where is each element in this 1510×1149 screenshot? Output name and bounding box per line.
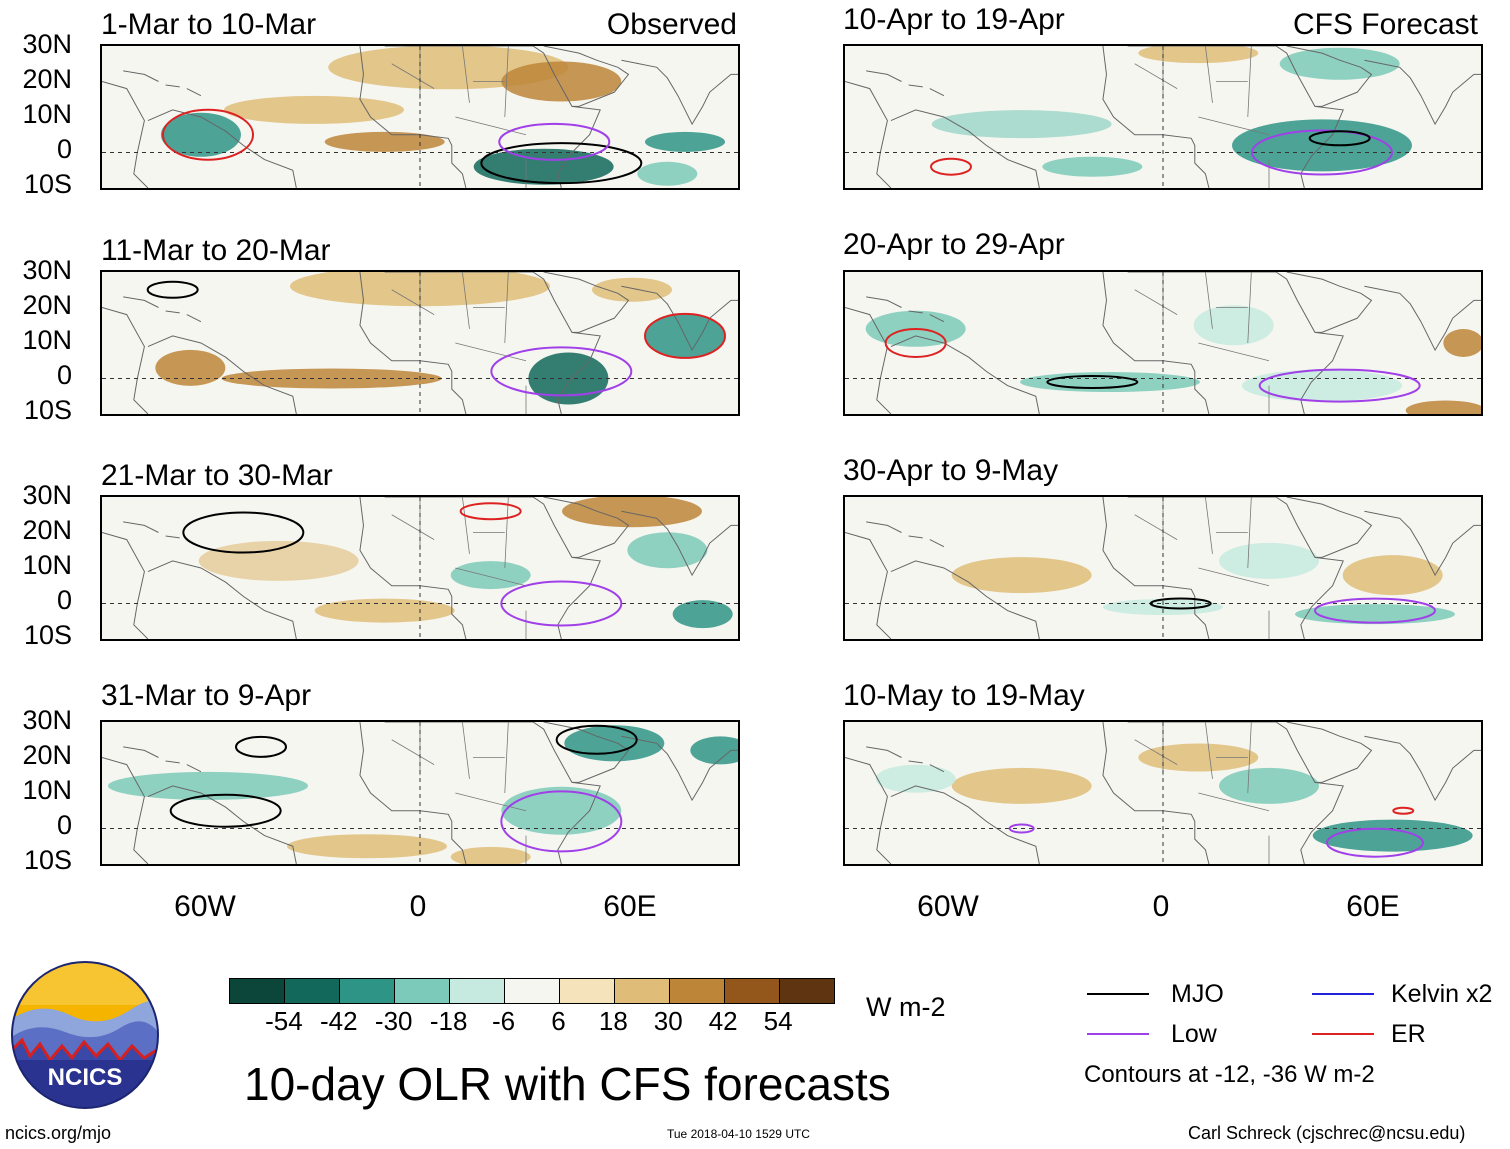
olr-map-left-1 bbox=[100, 44, 740, 190]
lon-tick-60e-left: 60E bbox=[603, 890, 657, 923]
ncics-logo: NCICS bbox=[10, 960, 160, 1110]
colorbar-label-5: -6 bbox=[491, 1006, 516, 1036]
lat-tick-3-4: 0 bbox=[56, 585, 72, 615]
lat-tick-3-3: 10N bbox=[22, 550, 72, 580]
panel-date-left-3: 21-Mar to 30-Mar bbox=[101, 459, 333, 492]
lat-tick-3-5: 10S bbox=[23, 620, 72, 650]
colorbar-swatch-9 bbox=[669, 979, 724, 1003]
lat-tick-4-4: 0 bbox=[56, 810, 72, 840]
legend-line-low bbox=[1087, 1033, 1149, 1035]
colorbar-label-6: 6 bbox=[551, 1006, 566, 1036]
olr-map-right-1 bbox=[843, 44, 1483, 190]
legend-label-mjo: MJO bbox=[1171, 980, 1224, 1008]
legend-line-er bbox=[1312, 1033, 1374, 1035]
footer-credit: Carl Schreck (cjschrec@ncsu.edu) bbox=[1188, 1123, 1466, 1143]
panel-date-right-2: 20-Apr to 29-Apr bbox=[843, 228, 1065, 261]
lat-tick-2-4: 0 bbox=[56, 360, 72, 390]
colorbar-swatch-7 bbox=[559, 979, 614, 1003]
logo-text: NCICS bbox=[48, 1064, 123, 1091]
lat-tick-1-1: 30N bbox=[22, 29, 72, 59]
lat-tick-1-5: 10S bbox=[23, 169, 72, 199]
olr-map-left-3 bbox=[100, 495, 740, 641]
lon-tick-60w-right: 60W bbox=[917, 890, 979, 923]
colorbar-swatch-3 bbox=[339, 979, 394, 1003]
lat-tick-2-1: 30N bbox=[22, 255, 72, 285]
colorbar-swatch-5 bbox=[449, 979, 504, 1003]
olr-map-right-4 bbox=[843, 720, 1483, 866]
lon-tick-0-left: 0 bbox=[409, 890, 427, 923]
colorbar-swatch-10 bbox=[724, 979, 779, 1003]
colorbar-label-2: -42 bbox=[320, 1006, 358, 1036]
lon-tick-60e-right: 60E bbox=[1346, 890, 1400, 923]
lat-tick-4-5: 10S bbox=[23, 845, 72, 875]
colorbar-label-8: 30 bbox=[653, 1006, 683, 1036]
colorbar-swatch-4 bbox=[394, 979, 449, 1003]
lat-tick-1-4: 0 bbox=[56, 134, 72, 164]
figure-title: 10-day OLR with CFS forecasts bbox=[244, 1058, 891, 1110]
panel-date-left-2: 11-Mar to 20-Mar bbox=[101, 234, 331, 267]
colorbar-swatch-6 bbox=[504, 979, 559, 1003]
lon-tick-60w-left: 60W bbox=[174, 890, 236, 923]
colorbar-label-4: -18 bbox=[429, 1006, 468, 1036]
cfs-forecast-label: CFS Forecast bbox=[1292, 8, 1478, 41]
lat-tick-1-3: 10N bbox=[22, 99, 72, 129]
colorbar-swatch-11 bbox=[779, 979, 834, 1003]
lat-tick-3-2: 20N bbox=[22, 515, 72, 545]
panel-date-right-3: 30-Apr to 9-May bbox=[843, 454, 1059, 487]
legend-line-mjo bbox=[1087, 993, 1149, 995]
colorbar-label-7: 18 bbox=[598, 1006, 628, 1036]
olr-map-right-3 bbox=[843, 495, 1483, 641]
colorbar-label-9: 42 bbox=[708, 1006, 738, 1036]
panel-date-left-1: 1-Mar to 10-Mar bbox=[101, 8, 317, 41]
colorbar-units: W m-2 bbox=[866, 992, 946, 1022]
colorbar-label-10: 54 bbox=[763, 1006, 793, 1036]
panel-date-right-1: 10-Apr to 19-Apr bbox=[843, 3, 1065, 36]
colorbar-swatch-1 bbox=[230, 979, 284, 1003]
legend-label-kelvin: Kelvin x2 bbox=[1391, 980, 1493, 1008]
colorbar bbox=[229, 978, 835, 1004]
lat-tick-4-2: 20N bbox=[22, 740, 72, 770]
olr-map-left-2 bbox=[100, 270, 740, 416]
legend-line-kelvin bbox=[1312, 993, 1374, 995]
panel-date-left-4: 31-Mar to 9-Apr bbox=[101, 679, 312, 712]
olr-map-left-4 bbox=[100, 720, 740, 866]
colorbar-swatch-8 bbox=[614, 979, 669, 1003]
lat-tick-2-2: 20N bbox=[22, 290, 72, 320]
lat-tick-4-3: 10N bbox=[22, 775, 72, 805]
footer-url[interactable]: ncics.org/mjo bbox=[5, 1123, 112, 1143]
legend-label-er: ER bbox=[1391, 1020, 1426, 1048]
lat-tick-2-3: 10N bbox=[22, 325, 72, 355]
footer-timestamp: Tue 2018-04-10 1529 UTC bbox=[667, 1127, 810, 1141]
colorbar-label-1: -54 bbox=[265, 1006, 303, 1036]
lat-tick-3-1: 30N bbox=[22, 480, 72, 510]
legend-note: Contours at -12, -36 W m-2 bbox=[1084, 1061, 1375, 1088]
colorbar-label-3: -30 bbox=[374, 1006, 413, 1036]
lat-tick-1-2: 20N bbox=[22, 64, 72, 94]
lat-tick-4-1: 30N bbox=[22, 705, 72, 735]
lat-tick-2-5: 10S bbox=[23, 395, 72, 425]
olr-map-right-2 bbox=[843, 270, 1483, 416]
legend-label-low: Low bbox=[1171, 1020, 1217, 1048]
colorbar-swatch-2 bbox=[284, 979, 339, 1003]
lon-tick-0-right: 0 bbox=[1152, 890, 1170, 923]
observed-label: Observed bbox=[606, 8, 737, 41]
panel-date-right-4: 10-May to 19-May bbox=[843, 679, 1085, 712]
